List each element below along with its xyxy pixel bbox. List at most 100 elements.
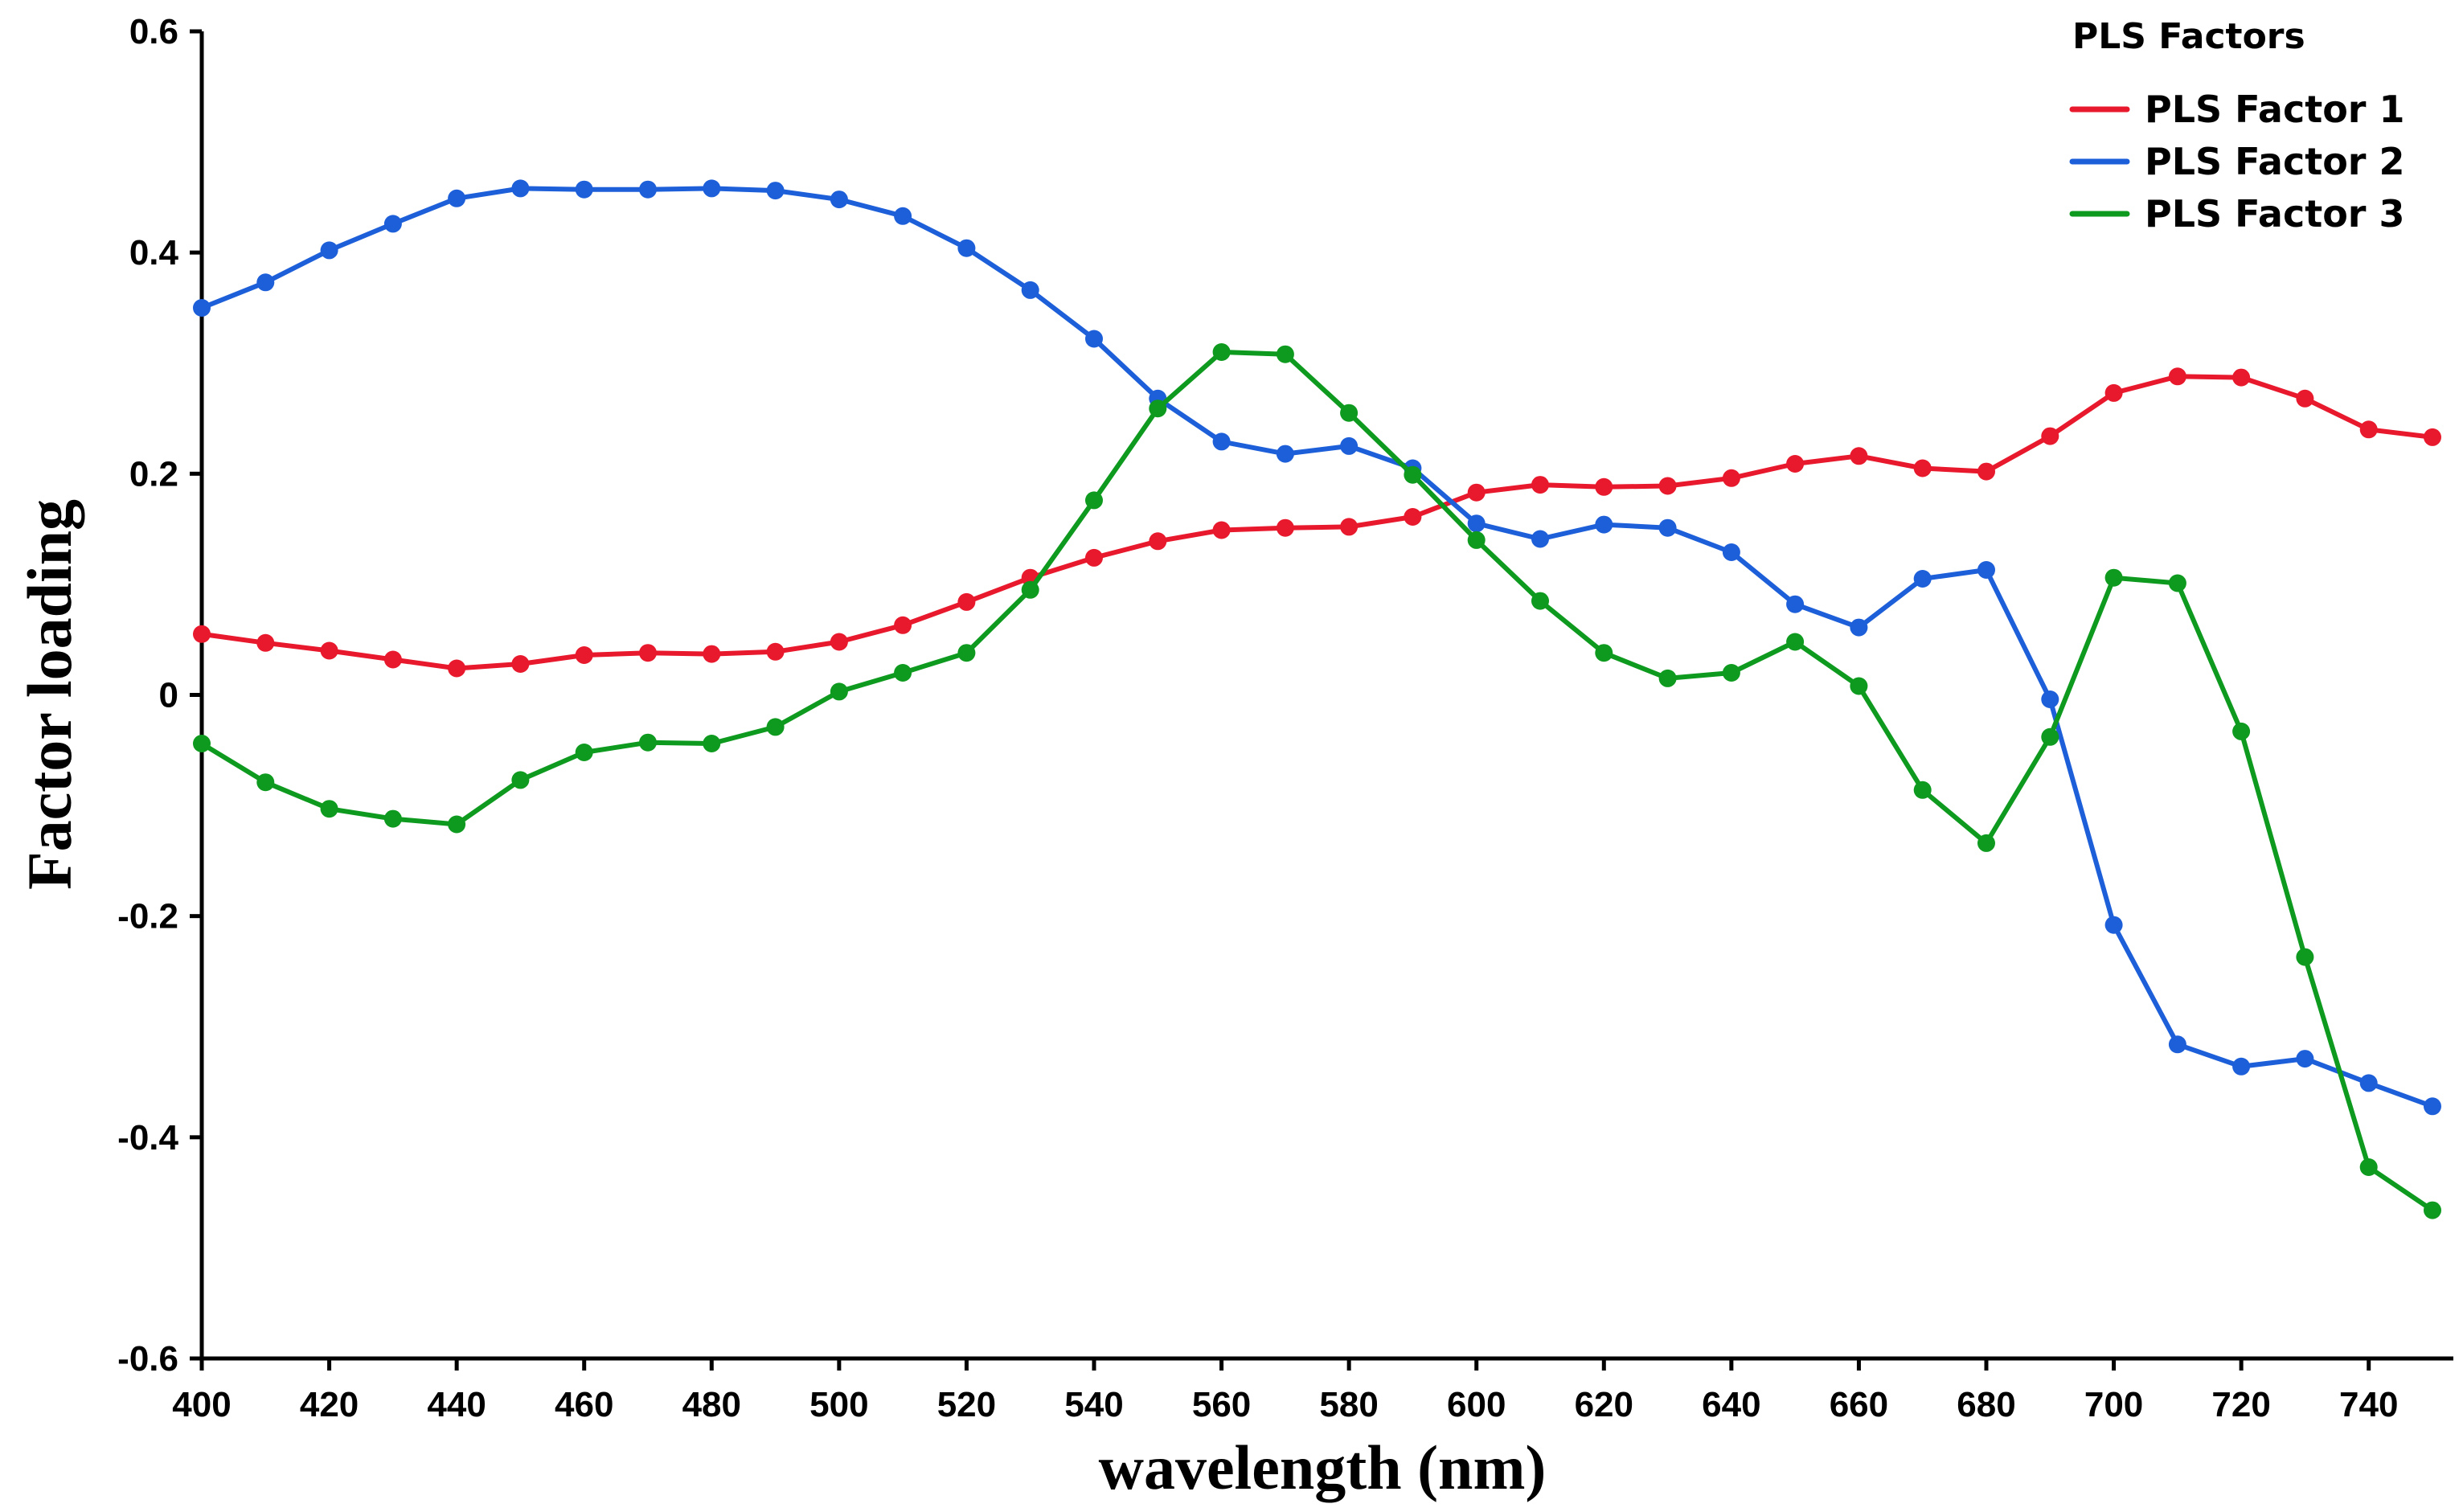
data-point bbox=[894, 616, 912, 634]
x-tick-label: 460 bbox=[555, 1385, 613, 1424]
data-point bbox=[1021, 281, 1039, 299]
y-tick-label: 0.2 bbox=[129, 454, 178, 494]
data-point bbox=[193, 735, 211, 752]
data-point bbox=[2359, 1074, 2378, 1092]
x-tick-label: 720 bbox=[2211, 1385, 2270, 1424]
y-tick-label: -0.2 bbox=[117, 897, 178, 936]
data-point bbox=[830, 191, 848, 209]
data-point bbox=[448, 659, 466, 678]
data-point bbox=[2424, 1097, 2441, 1116]
data-point bbox=[1531, 476, 1549, 494]
series-1 bbox=[193, 367, 2441, 678]
data-point bbox=[256, 773, 275, 792]
data-point bbox=[320, 241, 338, 260]
x-tick-label: 480 bbox=[682, 1385, 741, 1424]
x-tick-label: 540 bbox=[1064, 1385, 1123, 1424]
data-point bbox=[1021, 580, 1039, 599]
data-point bbox=[320, 641, 338, 660]
data-point bbox=[1467, 531, 1486, 549]
data-point bbox=[2424, 428, 2441, 446]
data-point bbox=[1913, 781, 1932, 799]
data-point bbox=[320, 800, 338, 818]
data-point bbox=[1977, 834, 1995, 852]
axes bbox=[199, 31, 2453, 1361]
y-tick-label: -0.6 bbox=[117, 1339, 178, 1379]
data-point bbox=[639, 180, 657, 199]
data-point bbox=[1595, 477, 1613, 496]
x-tick-label: 640 bbox=[1702, 1385, 1760, 1424]
data-point bbox=[256, 273, 275, 292]
data-point bbox=[448, 815, 466, 834]
data-point bbox=[2424, 1201, 2441, 1219]
series-line bbox=[199, 350, 2435, 1213]
data-point bbox=[1722, 469, 1740, 487]
legend-entry: PLS Factor 1 bbox=[2069, 88, 2405, 131]
series-layer bbox=[193, 179, 2441, 1219]
data-point bbox=[1913, 570, 1932, 588]
data-point bbox=[703, 735, 721, 752]
y-axis-title: Factor loading bbox=[14, 499, 84, 890]
data-point bbox=[1149, 532, 1167, 551]
data-point bbox=[1786, 595, 1805, 613]
data-point bbox=[256, 633, 275, 652]
data-point bbox=[1276, 445, 1294, 463]
data-point bbox=[575, 646, 593, 664]
data-point bbox=[1467, 514, 1486, 533]
x-tick-label: 660 bbox=[1830, 1385, 1888, 1424]
y-tick-label: 0.6 bbox=[129, 12, 178, 51]
data-point bbox=[1658, 669, 1677, 687]
data-point bbox=[1149, 400, 1167, 418]
x-tick-label: 740 bbox=[2339, 1385, 2398, 1424]
data-point bbox=[1658, 477, 1677, 495]
data-point bbox=[2104, 916, 2123, 934]
data-point bbox=[1085, 491, 1103, 510]
data-point bbox=[193, 299, 211, 317]
series-3 bbox=[193, 343, 2441, 1219]
data-point bbox=[639, 644, 657, 662]
data-point bbox=[2168, 367, 2186, 386]
data-point bbox=[2359, 1158, 2378, 1176]
data-point bbox=[383, 215, 402, 233]
data-point bbox=[575, 180, 593, 199]
data-point bbox=[957, 239, 976, 257]
data-point bbox=[1850, 447, 1868, 465]
data-point bbox=[1977, 561, 1995, 579]
x-tick-label: 580 bbox=[1319, 1385, 1378, 1424]
legend-entry: PLS Factor 2 bbox=[2069, 140, 2405, 183]
legend-label: PLS Factor 1 bbox=[2145, 88, 2405, 131]
legend-entries: PLS Factor 1 PLS Factor 2 PLS Factor 3 bbox=[2069, 88, 2405, 236]
data-point bbox=[2041, 690, 2059, 708]
data-point bbox=[1340, 404, 1359, 422]
data-point bbox=[1212, 432, 1231, 451]
data-point bbox=[1276, 518, 1294, 537]
x-tick-label: 400 bbox=[172, 1385, 231, 1424]
y-ticks: -0.6 -0.4 -0.2 0 0.2 0.4 0.6 bbox=[117, 12, 202, 1379]
data-point bbox=[957, 592, 976, 611]
data-point bbox=[2232, 1057, 2251, 1076]
y-tick-label: -0.4 bbox=[117, 1118, 178, 1158]
data-point bbox=[2296, 948, 2314, 966]
data-point bbox=[1595, 644, 1613, 662]
data-point bbox=[830, 633, 848, 651]
data-point bbox=[511, 655, 530, 673]
data-point bbox=[1850, 618, 1868, 637]
y-tick-label: 0.4 bbox=[129, 233, 179, 272]
data-point bbox=[830, 682, 848, 701]
data-point bbox=[703, 645, 721, 663]
data-point bbox=[2104, 568, 2123, 587]
data-point bbox=[2359, 420, 2378, 439]
data-point bbox=[383, 809, 402, 828]
x-tick-label: 440 bbox=[427, 1385, 486, 1424]
data-point bbox=[703, 179, 721, 198]
data-point bbox=[1722, 664, 1740, 682]
data-point bbox=[193, 625, 211, 643]
data-point bbox=[894, 664, 912, 682]
data-point bbox=[957, 644, 976, 662]
data-point bbox=[2041, 427, 2059, 445]
data-point bbox=[766, 182, 785, 200]
data-point bbox=[1658, 518, 1677, 537]
data-point bbox=[766, 642, 785, 661]
series-2 bbox=[193, 179, 2441, 1116]
